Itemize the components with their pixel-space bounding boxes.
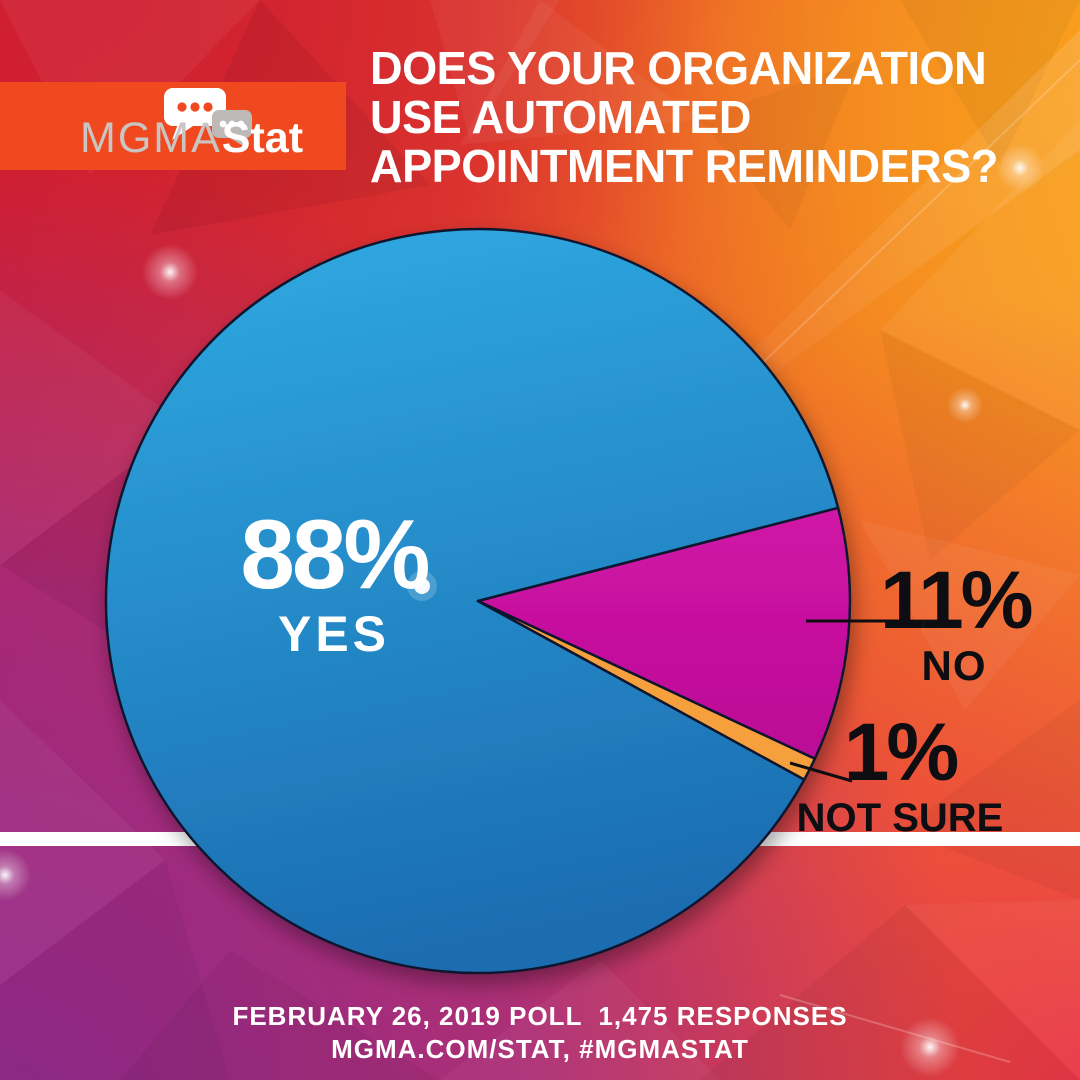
footer: FEBRUARY 26, 2019 POLL 1,475 RESPONSES M… xyxy=(0,1000,1080,1065)
yes-label: YES xyxy=(277,606,391,663)
logo-text-stat: Stat xyxy=(221,114,304,162)
no-label: NO xyxy=(921,641,987,689)
speech-bubbles-icon xyxy=(164,88,252,148)
footer-link-hashtag: MGMA.COM/STAT, #MGMASTAT xyxy=(331,1033,749,1064)
callout-no: 11% NO xyxy=(880,555,1034,690)
logo-wordmark: MGMAStat xyxy=(80,117,303,160)
pie-slice-yes xyxy=(104,227,840,975)
poll-question-title: DOES YOUR ORGANIZATION USE AUTOMATED APP… xyxy=(370,42,998,193)
yes-percentage: 88% xyxy=(240,499,430,609)
not-sure-percentage: 1% xyxy=(843,707,960,798)
no-percentage: 11% xyxy=(880,555,1034,646)
logo-text-mgma: MGMA xyxy=(80,114,222,162)
mgma-stat-logo: MGMAStat xyxy=(0,82,346,170)
callout-not-sure: 1% NOT SURE xyxy=(790,707,1010,841)
footer-poll-info: FEBRUARY 26, 2019 POLL 1,475 RESPONSES xyxy=(232,1001,848,1031)
sparkle-dot xyxy=(414,578,430,594)
pie-slice-no xyxy=(476,506,852,761)
callout-yes: 88% YES xyxy=(188,499,480,663)
leader-line-not-sure xyxy=(789,761,853,783)
not-sure-label: NOT SURE xyxy=(796,795,1004,840)
